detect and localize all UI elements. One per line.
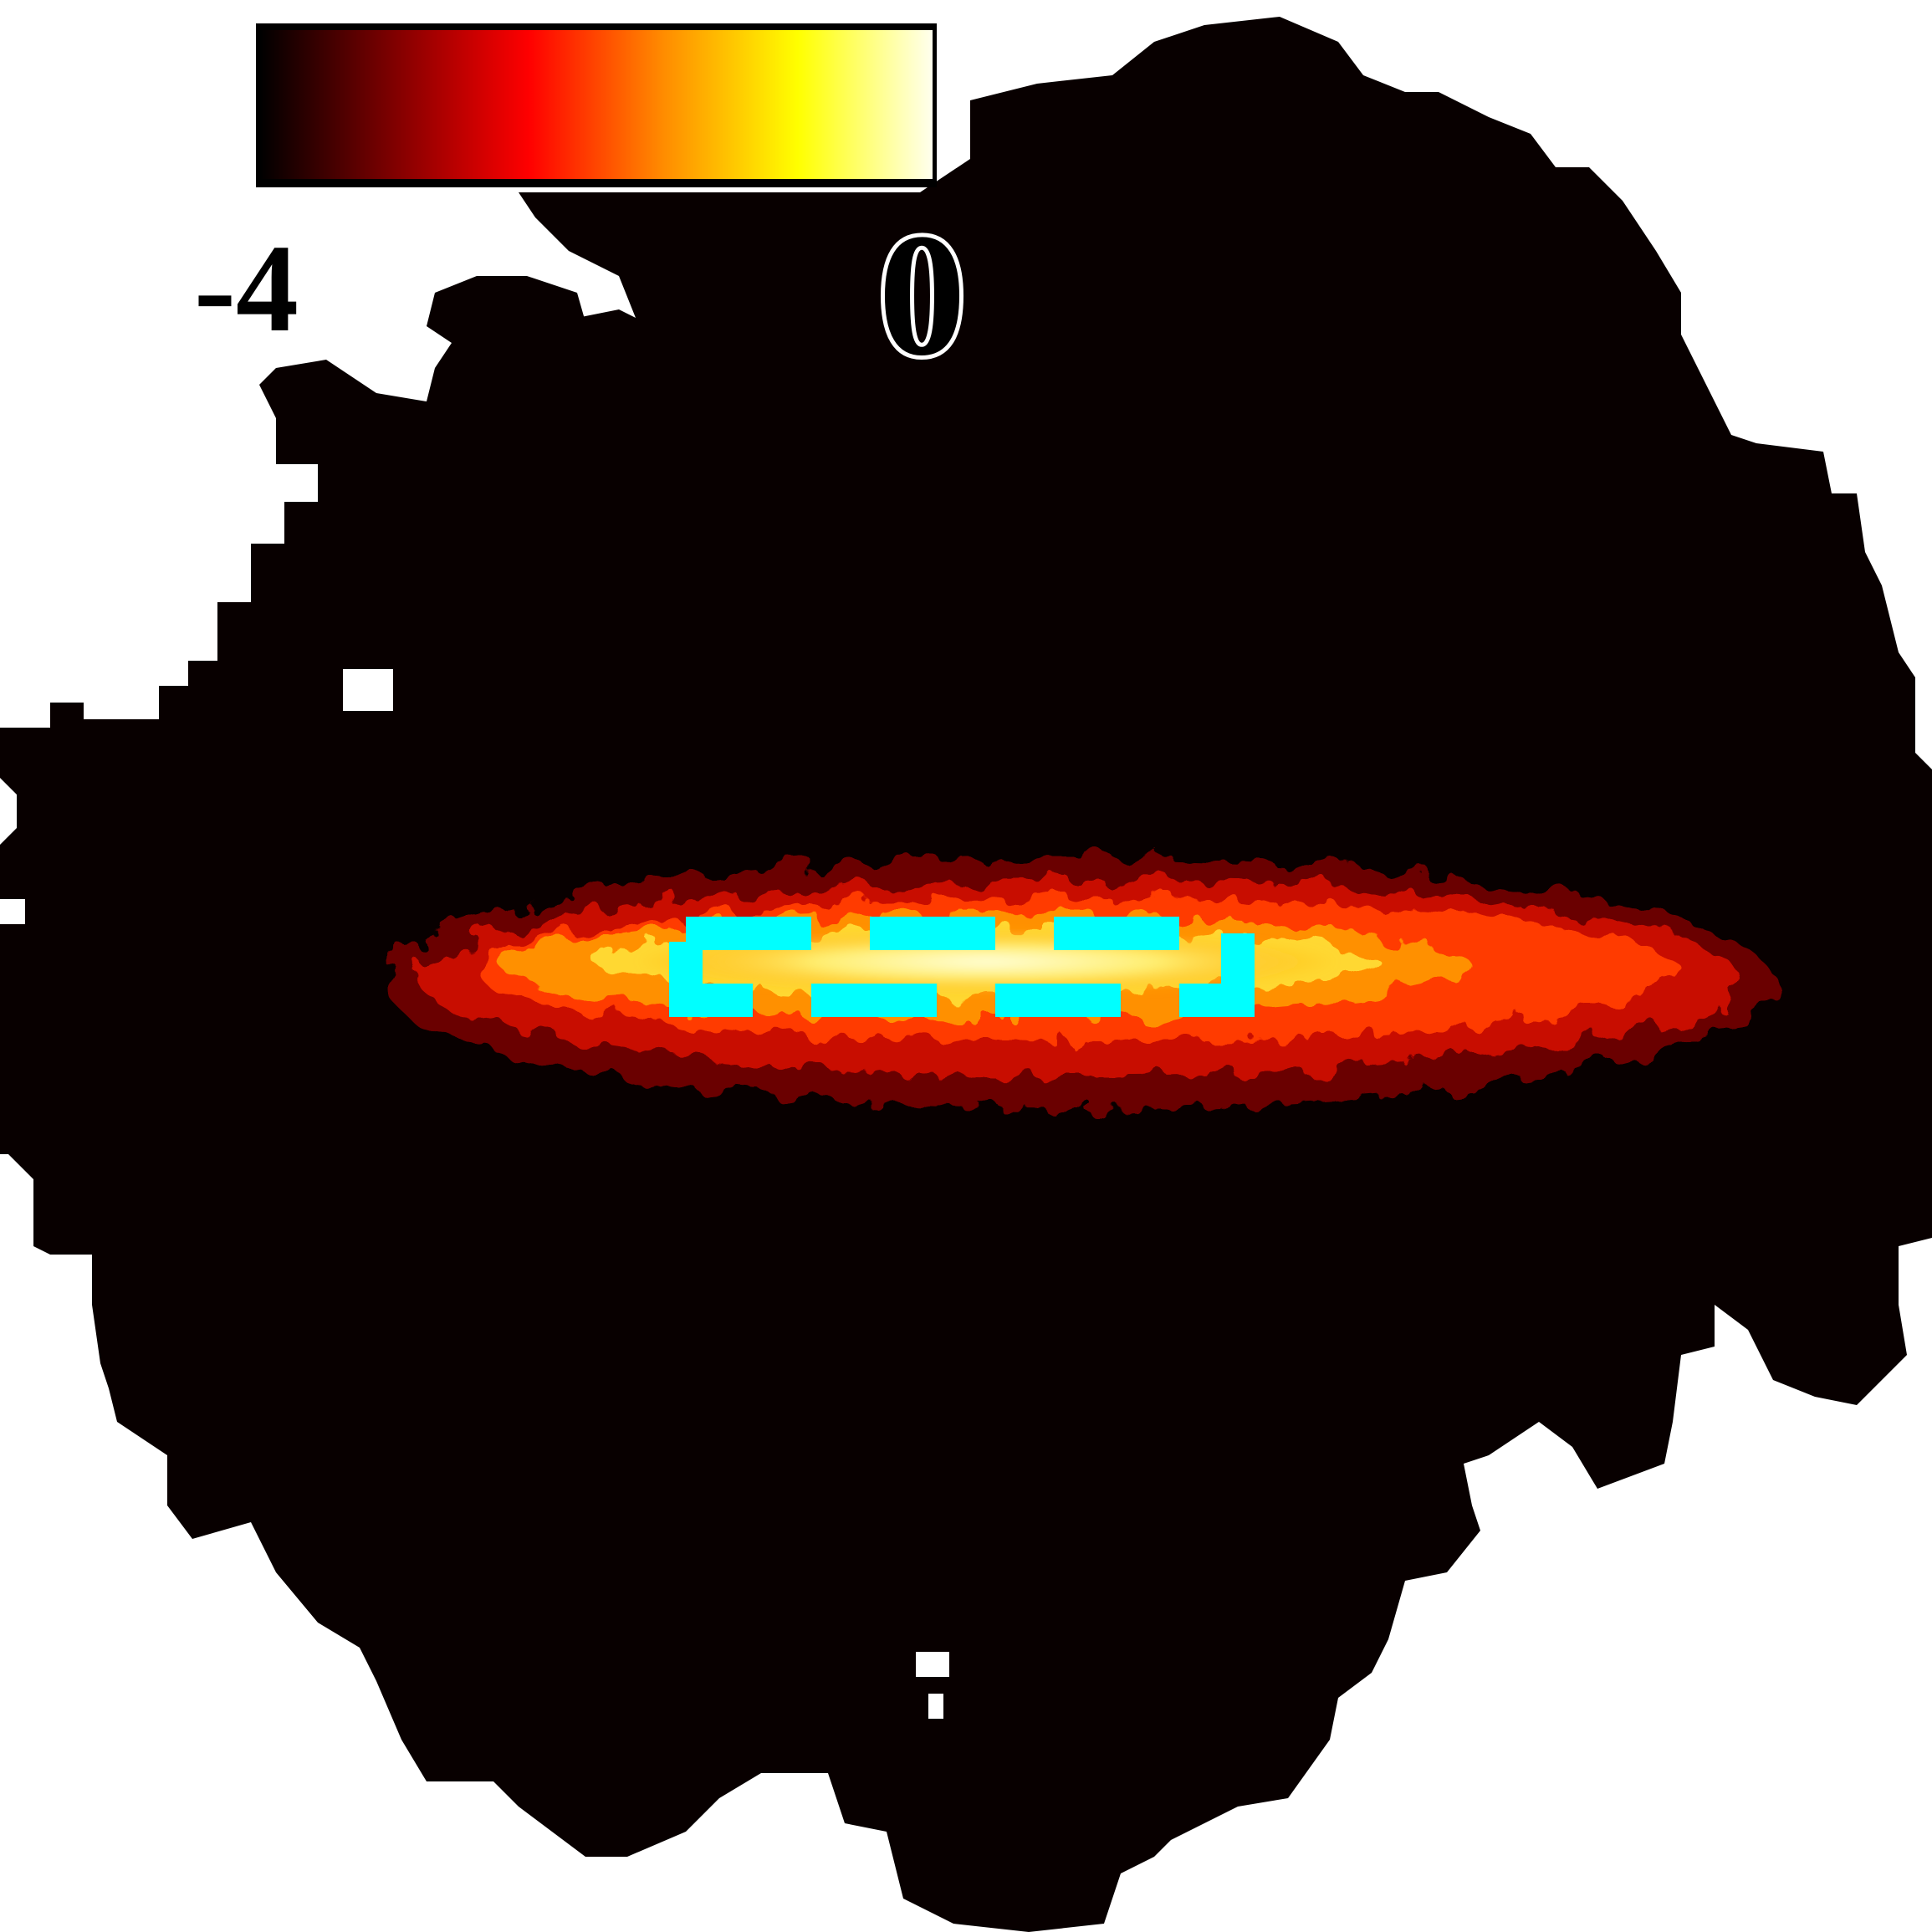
colorbar [260, 30, 933, 179]
gap-patch [928, 1694, 943, 1719]
gap-patch [916, 1652, 949, 1677]
gap-patch [343, 669, 393, 711]
colorbar-min-label: -4 [194, 219, 299, 358]
colorbar-max-label: 0 [874, 198, 970, 392]
selection-box [669, 917, 1255, 1017]
gap-patch [0, 899, 25, 924]
